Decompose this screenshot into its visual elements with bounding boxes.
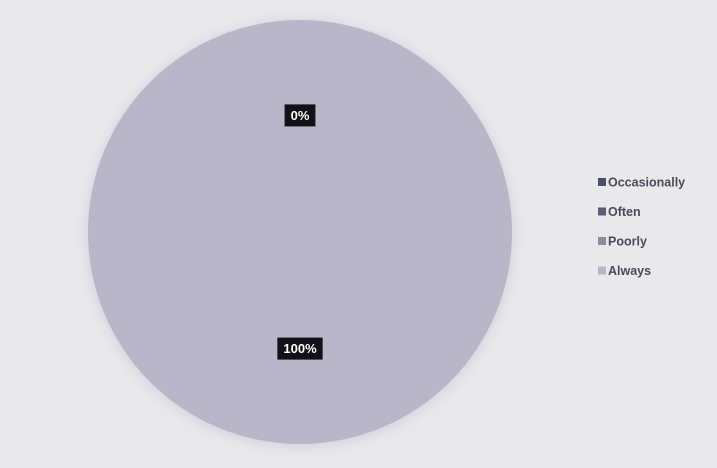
legend-swatch (598, 178, 606, 186)
data-label-group: 100% (277, 337, 323, 360)
pie-slice (88, 20, 512, 444)
legend-label: Occasionally (608, 175, 685, 189)
data-labels: 0% 100% (277, 104, 323, 360)
legend-label: Often (608, 205, 641, 219)
legend-label: Always (608, 264, 651, 278)
data-label: 0% (291, 108, 310, 123)
legend-swatch (598, 207, 606, 216)
legend: Occasionally Often Poorly Always (598, 175, 685, 278)
data-label-group: 0% (284, 104, 316, 127)
pie (88, 20, 512, 444)
data-label-box (277, 337, 323, 360)
data-label: 100% (283, 341, 317, 356)
legend-swatch (598, 266, 606, 275)
legend-label: Poorly (608, 234, 647, 248)
legend-swatch (598, 237, 606, 245)
data-label-box (284, 104, 316, 127)
